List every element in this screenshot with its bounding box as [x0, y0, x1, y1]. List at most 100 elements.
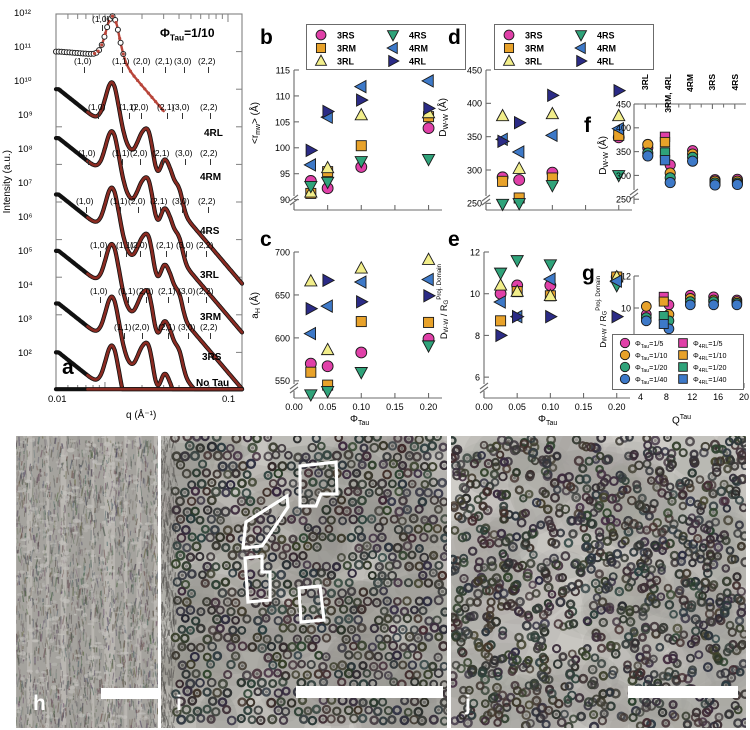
data-point [422, 122, 435, 134]
data-point [547, 88, 560, 103]
data-point [303, 273, 318, 287]
panel-c-xlabel: ΦTau [350, 414, 370, 427]
data-point [495, 108, 510, 122]
panel-a-peak-tick [138, 207, 139, 213]
data-point [493, 277, 508, 291]
panel-a-ytick-1e8: 10⁸ [18, 144, 33, 155]
legend-entry-label: 4RL [597, 57, 615, 67]
data-point [355, 346, 368, 359]
panel-d: d 250 300 350 400 450 DW-W (Å) [438, 14, 636, 226]
panel-a-ytick-1e11: 10¹¹ [14, 42, 31, 53]
axis-tick-label: 650 [275, 290, 290, 300]
panel-a-peak-label: (2,0) [130, 240, 148, 250]
panel-a-peak-tick [182, 113, 183, 119]
panel-f-category-label: 4RM [685, 74, 695, 92]
data-point [421, 272, 434, 287]
axis-tick-label: 450 [616, 99, 631, 109]
data-point [355, 316, 367, 328]
panel-a-plot [53, 13, 245, 392]
data-point [321, 360, 334, 373]
data-point [543, 288, 558, 301]
panel-f-plot: 250 300 350 400 450 [616, 99, 746, 205]
data-point [709, 179, 721, 191]
data-point [545, 309, 558, 324]
panel-a-peak-tick [100, 297, 101, 303]
panel-a-peak-tick [143, 67, 144, 73]
data-point [611, 108, 626, 122]
data-point [353, 275, 367, 289]
panel-f-category-label: 4RS [729, 74, 740, 91]
data-point [511, 145, 525, 159]
axis-tick-label: 300 [467, 165, 482, 175]
axis-tick-label: 4 [638, 392, 643, 402]
panel-a-peak-label: (2,0) [128, 196, 146, 206]
data-point [512, 309, 525, 324]
panel-g-legend-label: Φ4RL=1/10 [693, 351, 726, 362]
panel-h-letter: h [33, 692, 46, 715]
legend-entry-label: 3RM [525, 44, 544, 54]
panel-a-ytick-1e7: 10⁷ [18, 178, 33, 189]
data-point [354, 156, 369, 169]
panel-f-category-label: 3RL [640, 74, 651, 91]
data-point [495, 315, 507, 327]
data-point [355, 140, 367, 152]
panel-a-peak-label: (2,0) [133, 56, 151, 66]
panel-a-peak-label: (2,2) [196, 240, 214, 250]
scale-bar [101, 688, 159, 699]
panel-a-peak-label: (1,0) [76, 196, 94, 206]
panel-a-peak-label: (1,1) [118, 286, 136, 296]
panel-f: f 250 300 350 400 450 DW-W (Å) 3RL 3RM, 4RL 4R… [584, 74, 750, 230]
panel-a-peak-label: (2,0) [136, 286, 154, 296]
panel-a-peak-label: (3,0) [172, 196, 190, 206]
panel-a-peak-label: (1,0) [90, 286, 108, 296]
domain-outline [297, 584, 326, 624]
panel-a-peak-label: (2,1) [156, 240, 174, 250]
axis-tick-label: 0.05 [508, 402, 526, 412]
panel-a-curve-label-4rs: 4RS [200, 226, 220, 237]
panel-f-category-label: 3RS [707, 74, 718, 91]
data-point [687, 155, 699, 167]
legend-main-right: 3RS 3RM 3RL 4RS 4RM 4RL [494, 24, 654, 70]
panel-c-plot: 550 600 650 700 0.00 0.05 0.10 0.15 0.20 [275, 247, 442, 412]
panel-a-peak-tick [186, 251, 187, 257]
data-point [493, 267, 508, 281]
panel-a-peak-tick [210, 113, 211, 119]
axis-tick-label: 700 [275, 247, 290, 257]
axis-tick-label: 110 [276, 91, 290, 101]
panel-a-peak-tick [146, 297, 147, 303]
axis-tick-label: 0.15 [386, 402, 404, 412]
axis-tick-label: 16 [713, 392, 723, 402]
panel-a-xtick-0: 0.01 [48, 394, 67, 405]
panel-d-plot: 250 300 350 400 450 [467, 65, 632, 212]
panel-a-peak-label: (2,1) [155, 56, 173, 66]
panel-a-peak-tick [185, 159, 186, 165]
panel-a-peak-label: (3,0) [172, 102, 190, 112]
panel-a-peak-tick [124, 333, 125, 339]
panel-a-peak-tick [100, 251, 101, 257]
panel-a-annotation-phi: Φ [160, 26, 170, 40]
data-point [423, 101, 436, 116]
panel-g-legend: ΦTau=1/5 ΦTau=1/10 ΦTau=1/20 ΦTau=1/40 Φ4RL=… [612, 334, 744, 390]
data-point [495, 328, 509, 343]
panel-j-letter: j [465, 692, 471, 715]
data-point [421, 74, 434, 88]
axis-tick-label: 400 [616, 123, 631, 133]
axis-tick-label: 0.10 [353, 402, 371, 412]
data-point [305, 366, 317, 378]
data-point [514, 115, 527, 130]
panel-a-peak-tick [168, 297, 169, 303]
panel-b-letter: b [260, 26, 273, 49]
panel-a-peak-label: (3,0) [175, 148, 193, 158]
data-point [611, 309, 625, 324]
panel-a-ytick-1e12: 10¹² [14, 8, 31, 19]
panel-a-peak-tick [210, 159, 211, 165]
panel-e-xlabel: ΦTau [538, 414, 558, 427]
axis-tick-label: 115 [276, 65, 290, 75]
axis-tick-label: 10 [470, 289, 480, 299]
data-point [320, 385, 335, 399]
panel-a-peak-tick [167, 113, 168, 119]
panel-a-peak-label: (2,2) [200, 148, 218, 158]
panel-c-letter: c [260, 228, 272, 251]
panel-a-annotation-sub: Tau [169, 32, 185, 43]
